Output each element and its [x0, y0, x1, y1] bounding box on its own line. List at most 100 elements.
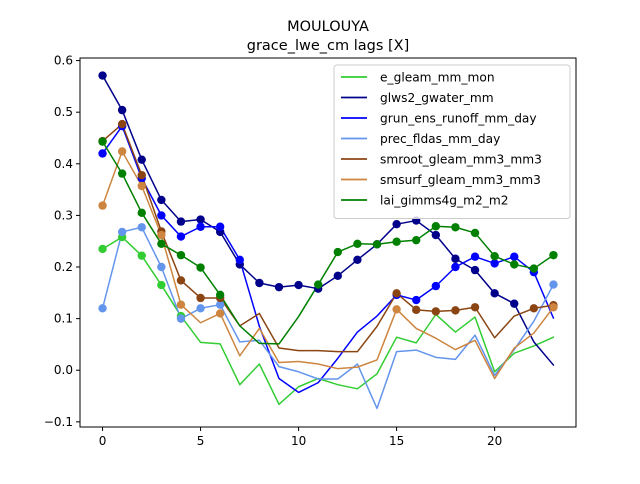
marker-e_gleam_mm_mon — [137, 251, 146, 260]
marker-prec_fldas_mm_day — [176, 314, 186, 323]
axes-frame — [79, 57, 577, 428]
marker-glws2_gwater_mm — [392, 219, 401, 229]
marker-glws2_gwater_mm — [470, 265, 480, 275]
marker-glws2_gwater_mm — [255, 278, 264, 288]
x-tick-label: 15 — [389, 434, 404, 448]
marker-lai_gimms4g_m2_m2 — [353, 239, 362, 248]
marker-smsurf_gleam_mm3_mm3 — [392, 305, 401, 314]
marker-glws2_gwater_mm — [98, 71, 107, 80]
marker-grun_ens_runoff_mm_day — [196, 222, 205, 231]
series-line-prec_fldas_mm_day — [101, 226, 555, 410]
marker-smsurf_gleam_mm3_mm3 — [117, 147, 127, 156]
legend-label-glws2_gwater_mm: glws2_gwater_mm — [380, 91, 494, 105]
marker-lai_gimms4g_m2_m2 — [137, 208, 146, 218]
marker-lai_gimms4g_m2_m2 — [117, 169, 127, 178]
x-tick-label: 20 — [487, 434, 502, 448]
marker-glws2_gwater_mm — [137, 155, 146, 164]
marker-smsurf_gleam_mm3_mm3 — [176, 300, 186, 309]
y-tick-label: 0.2 — [54, 260, 73, 274]
marker-lai_gimms4g_m2_m2 — [98, 137, 107, 146]
marker-lai_gimms4g_m2_m2 — [157, 239, 166, 248]
legend-label-smroot_gleam_mm3_mm3: smroot_gleam_mm3_mm3 — [380, 153, 542, 167]
legend-label-grun_ens_runoff_mm_day: grun_ens_runoff_mm_day — [380, 112, 537, 126]
legend-label-prec_fldas_mm_day: prec_fldas_mm_day — [380, 132, 500, 146]
legend-label-smsurf_gleam_mm3_mm3: smsurf_gleam_mm3_mm3 — [380, 173, 541, 187]
y-tick-label: 0.0 — [54, 363, 73, 377]
legend-box — [333, 64, 571, 219]
marker-prec_fldas_mm_day — [549, 280, 558, 289]
marker-glws2_gwater_mm — [274, 282, 284, 292]
chart-title: MOULOUYA — [287, 19, 369, 35]
marker-glws2_gwater_mm — [353, 255, 362, 264]
marker-lai_gimms4g_m2_m2 — [176, 250, 186, 260]
marker-smroot_gleam_mm3_mm3 — [470, 303, 480, 312]
marker-glws2_gwater_mm — [431, 230, 441, 240]
series-lines — [101, 74, 555, 410]
marker-lai_gimms4g_m2_m2 — [510, 260, 519, 269]
marker-grun_ens_runoff_mm_day — [235, 255, 244, 264]
marker-grun_ens_runoff_mm_day — [470, 252, 480, 261]
marker-lai_gimms4g_m2_m2 — [215, 290, 225, 300]
marker-smroot_gleam_mm3_mm3 — [412, 305, 421, 315]
legend-label-lai_gimms4g_m2_m2: lai_gimms4g_m2_m2 — [380, 194, 508, 208]
x-tick-label: 0 — [99, 434, 107, 448]
marker-smroot_gleam_mm3_mm3 — [176, 276, 186, 285]
y-tick-label: 0.1 — [54, 312, 73, 326]
marker-glws2_gwater_mm — [294, 280, 303, 290]
marker-grun_ens_runoff_mm_day — [215, 222, 225, 231]
legend-label-e_gleam_mm_mon: e_gleam_mm_mon — [380, 71, 495, 85]
marker-smroot_gleam_mm3_mm3 — [529, 304, 539, 313]
x-tick-label: 10 — [291, 434, 306, 448]
axes: 0 5 10 15 20 −0.1 0.0 0.1 0.2 0.3 0.4 0.5 0.6 — [44, 54, 577, 448]
chart-subtitle: grace_lwe_cm lags [X] — [247, 38, 410, 54]
series-line-glws2_gwater_mm — [101, 74, 555, 366]
marker-glws2_gwater_mm — [490, 289, 499, 298]
marker-grun_ens_runoff_mm_day — [157, 211, 166, 220]
marker-grun_ens_runoff_mm_day — [176, 232, 186, 241]
marker-smroot_gleam_mm3_mm3 — [117, 119, 127, 129]
marker-prec_fldas_mm_day — [137, 223, 146, 232]
marker-prec_fldas_mm_day — [98, 304, 107, 313]
legend: e_gleam_mm_mon glws2_gwater_mm grun_ens_ru… — [333, 64, 571, 219]
marker-smroot_gleam_mm3_mm3 — [451, 306, 460, 315]
marker-glws2_gwater_mm — [117, 105, 127, 115]
marker-grun_ens_runoff_mm_day — [510, 252, 519, 261]
series-line-smroot_gleam_mm3_mm3 — [101, 123, 555, 353]
marker-lai_gimms4g_m2_m2 — [333, 247, 342, 257]
x-tick-label: 5 — [197, 434, 205, 448]
marker-smsurf_gleam_mm3_mm3 — [549, 303, 558, 312]
marker-prec_fldas_mm_day — [215, 300, 225, 309]
marker-glws2_gwater_mm — [157, 195, 166, 205]
marker-e_gleam_mm_mon — [98, 244, 107, 254]
marker-lai_gimms4g_m2_m2 — [314, 280, 323, 289]
marker-grun_ens_runoff_mm_day — [98, 149, 107, 158]
marker-prec_fldas_mm_day — [117, 227, 127, 237]
marker-lai_gimms4g_m2_m2 — [372, 240, 382, 249]
marker-smroot_gleam_mm3_mm3 — [196, 293, 205, 303]
series-line-smsurf_gleam_mm3_mm3 — [101, 150, 555, 380]
marker-lai_gimms4g_m2_m2 — [412, 235, 421, 245]
marker-lai_gimms4g_m2_m2 — [451, 223, 460, 232]
marker-smsurf_gleam_mm3_mm3 — [157, 230, 166, 240]
marker-e_gleam_mm_mon — [157, 280, 166, 290]
marker-smsurf_gleam_mm3_mm3 — [215, 309, 225, 318]
marker-smroot_gleam_mm3_mm3 — [431, 307, 441, 316]
marker-lai_gimms4g_m2_m2 — [529, 264, 539, 273]
marker-prec_fldas_mm_day — [196, 304, 205, 313]
marker-lai_gimms4g_m2_m2 — [196, 263, 205, 272]
marker-smroot_gleam_mm3_mm3 — [137, 170, 146, 180]
marker-glws2_gwater_mm — [176, 217, 186, 226]
marker-smsurf_gleam_mm3_mm3 — [98, 201, 107, 210]
marker-grun_ens_runoff_mm_day — [490, 259, 499, 268]
marker-glws2_gwater_mm — [510, 299, 519, 308]
y-tick-label: 0.3 — [54, 208, 73, 222]
marker-smsurf_gleam_mm3_mm3 — [137, 181, 146, 191]
marker-grun_ens_runoff_mm_day — [412, 295, 421, 305]
series-markers — [98, 71, 558, 323]
y-tick-label: 0.4 — [54, 157, 73, 171]
marker-lai_gimms4g_m2_m2 — [431, 222, 441, 231]
marker-grun_ens_runoff_mm_day — [431, 281, 441, 291]
y-tick-label: 0.6 — [54, 54, 73, 68]
